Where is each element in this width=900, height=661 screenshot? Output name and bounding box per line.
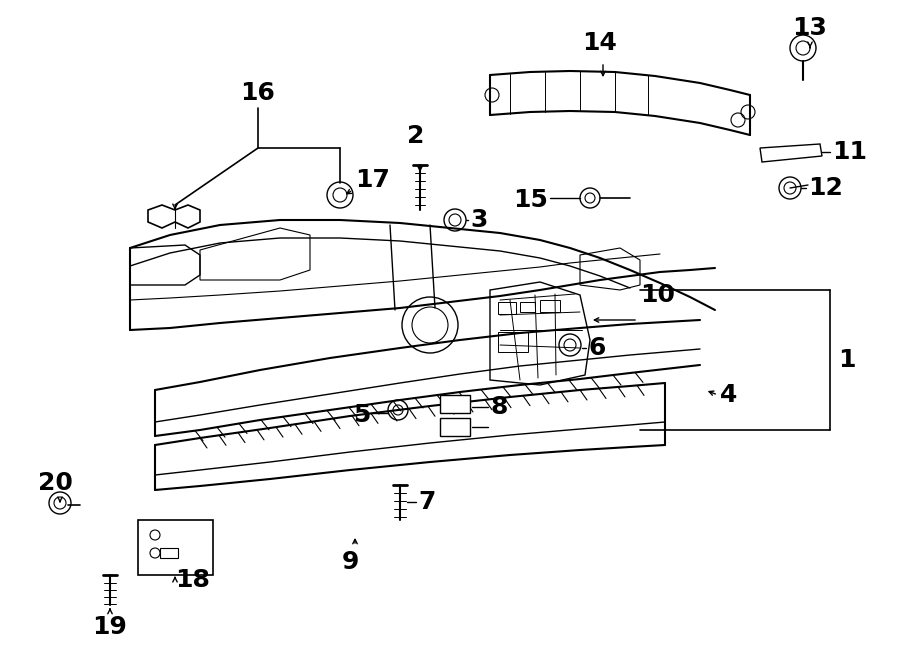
Text: 16: 16: [240, 81, 275, 105]
Text: 9: 9: [341, 550, 359, 574]
Text: 7: 7: [418, 490, 436, 514]
Text: 8: 8: [490, 395, 508, 419]
Polygon shape: [760, 144, 822, 162]
Text: 6: 6: [588, 336, 606, 360]
Text: 5: 5: [353, 403, 370, 427]
Text: 13: 13: [793, 16, 827, 40]
Bar: [498, 302, 516, 314]
Bar: [520, 302, 535, 312]
Text: 20: 20: [38, 471, 72, 495]
Bar: [440, 418, 470, 436]
Bar: [498, 332, 528, 352]
Text: 14: 14: [582, 31, 617, 55]
Text: 10: 10: [640, 283, 675, 307]
Bar: [138, 520, 213, 575]
Text: 17: 17: [355, 168, 390, 192]
Text: 11: 11: [832, 140, 867, 164]
Text: 4: 4: [720, 383, 737, 407]
Text: 15: 15: [513, 188, 548, 212]
Bar: [540, 300, 560, 312]
Text: 12: 12: [808, 176, 843, 200]
Text: 1: 1: [838, 348, 856, 372]
Text: 19: 19: [93, 615, 128, 639]
Text: 18: 18: [175, 568, 210, 592]
Bar: [160, 548, 178, 558]
Text: 3: 3: [470, 208, 488, 232]
Text: 2: 2: [408, 124, 425, 148]
Bar: [440, 395, 470, 413]
